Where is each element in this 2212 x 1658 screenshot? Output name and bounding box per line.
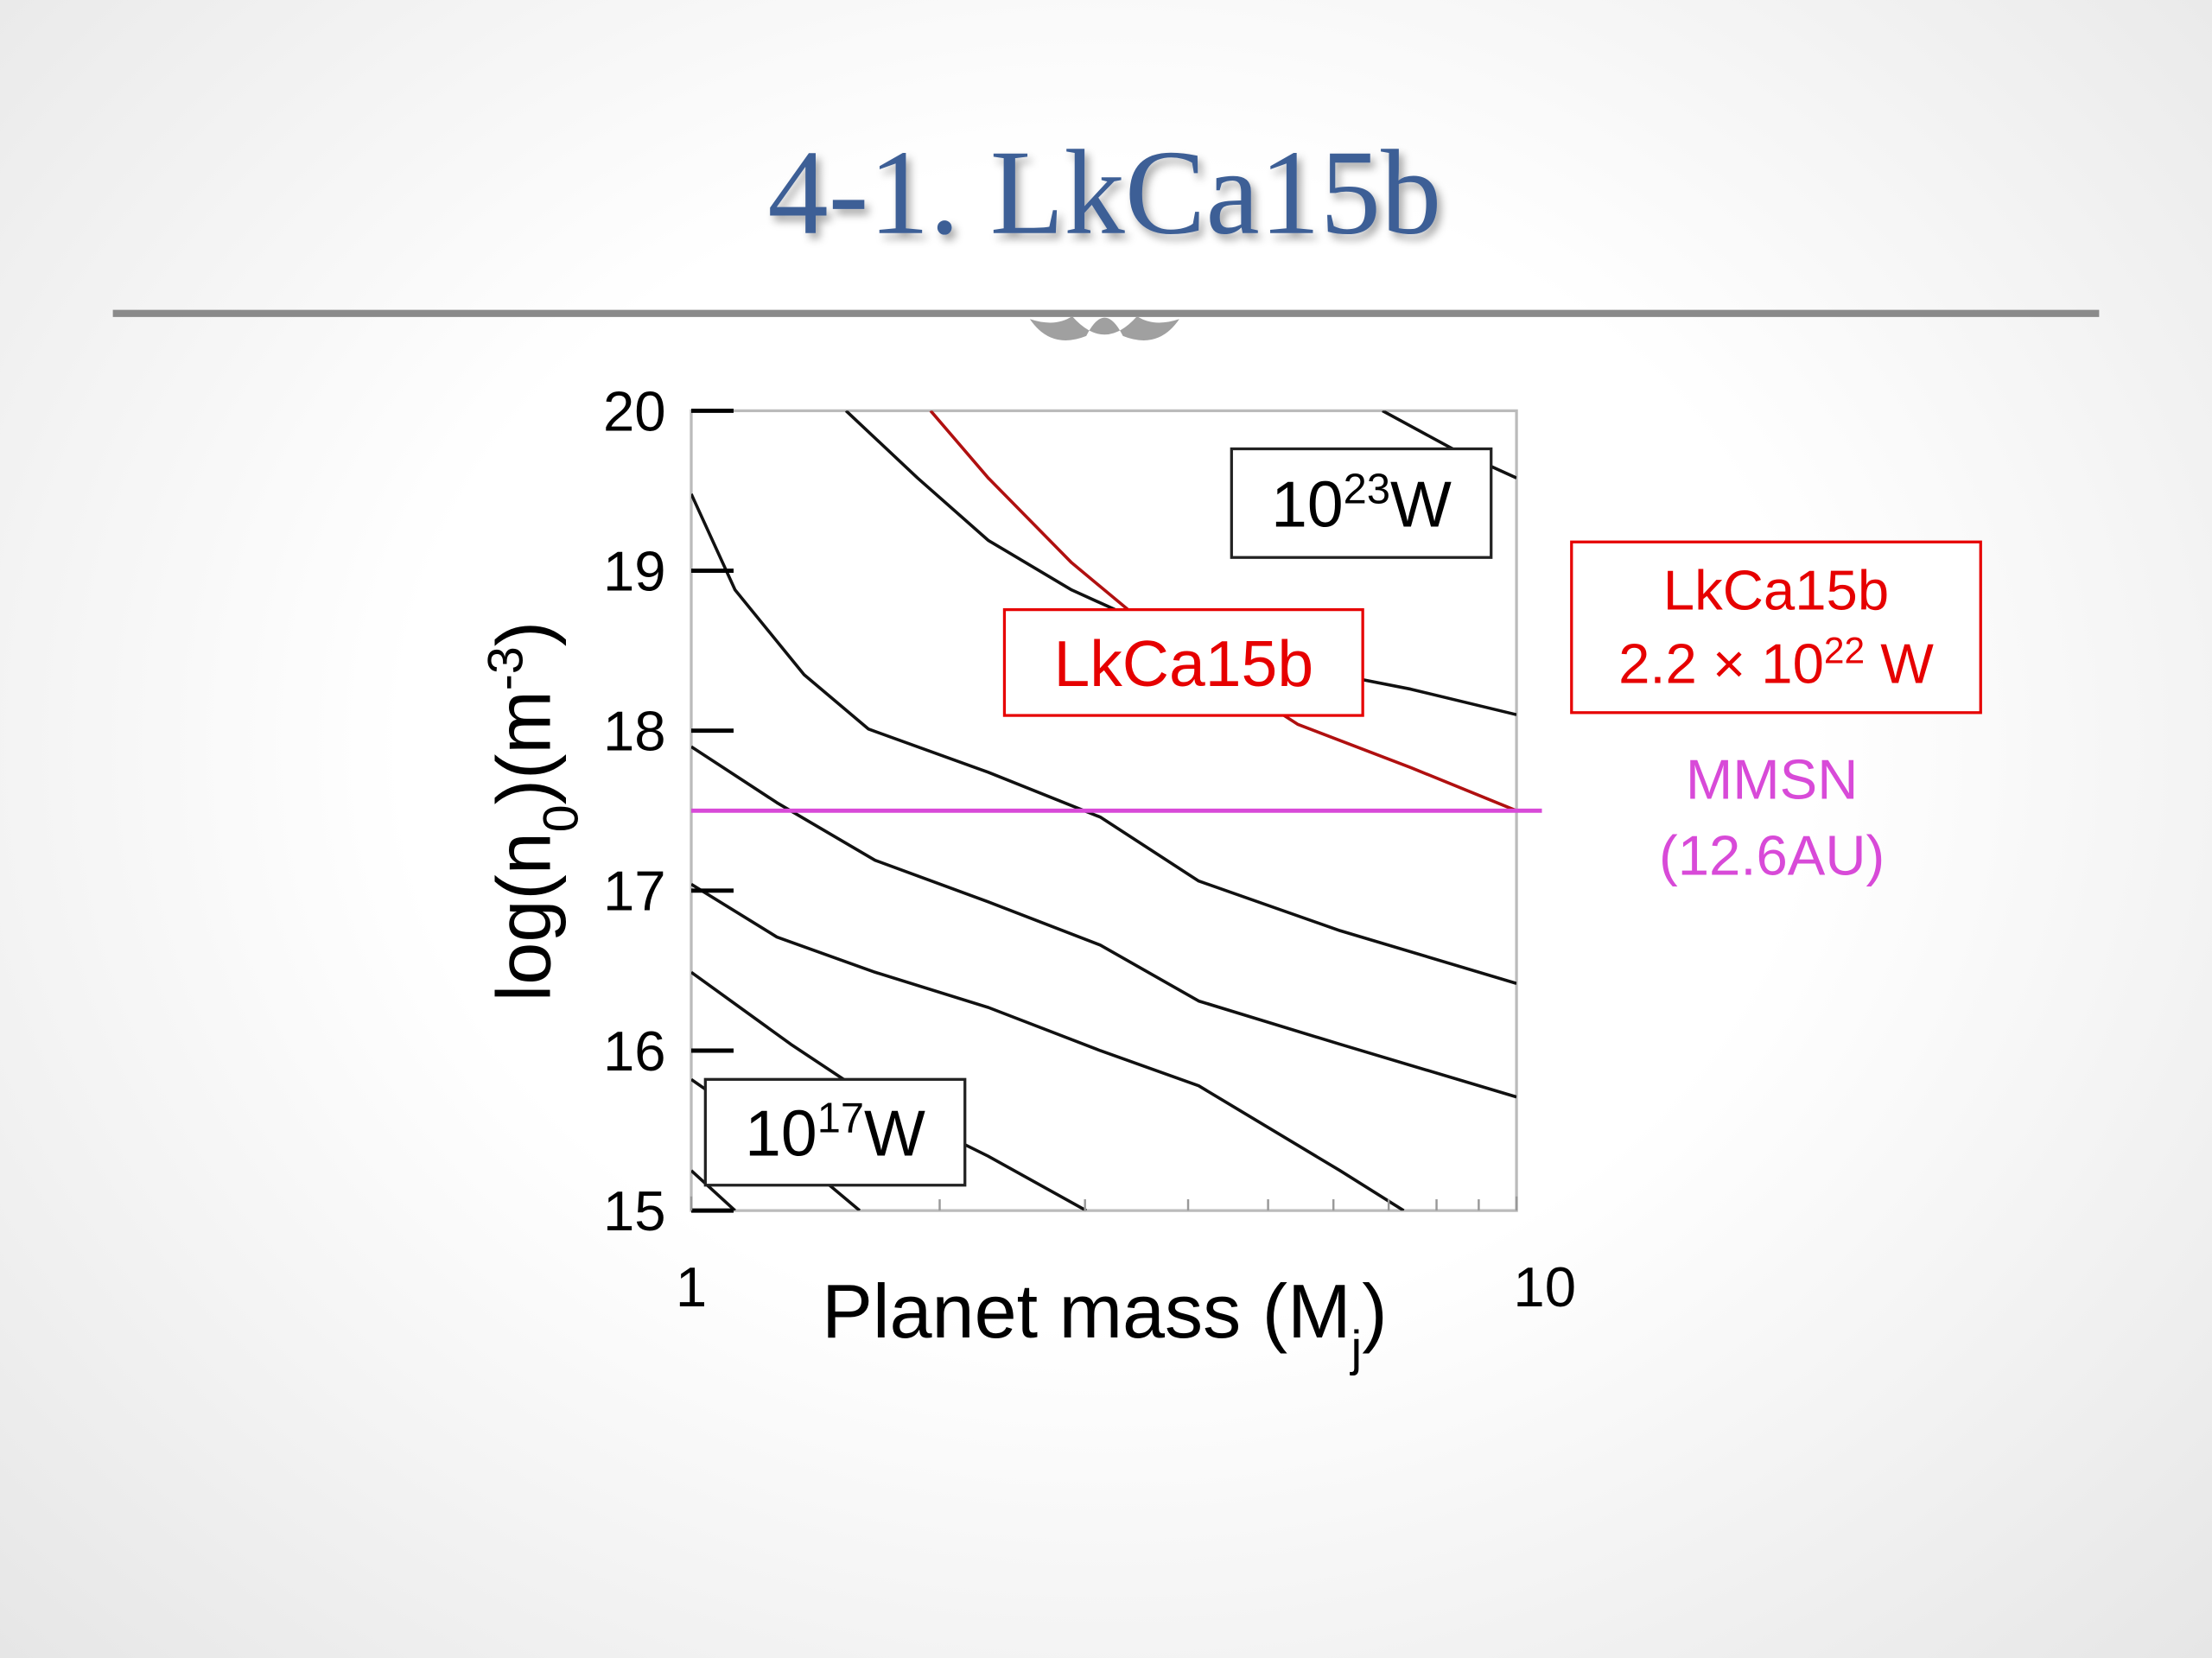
annotation-sup: 23 xyxy=(1344,466,1390,512)
annotation-part: W xyxy=(1390,467,1452,540)
y-label-part: log(n xyxy=(481,832,567,1001)
note-part: 2.2 × 10 xyxy=(1618,632,1824,696)
note-box xyxy=(1570,540,1982,715)
x-label-part: ) xyxy=(1362,1268,1387,1354)
x-label-part: Planet mass (M xyxy=(822,1268,1351,1354)
annotation: 1017W xyxy=(745,1095,925,1169)
axes: 15 16 17 18 19 20 1 10 xyxy=(603,379,1576,1318)
annotation-sup: 17 xyxy=(817,1095,864,1141)
note-part: W xyxy=(1865,632,1934,696)
contour-line xyxy=(691,1169,736,1211)
annotation: 1023W xyxy=(1271,466,1452,540)
x-axis-label: Planet mass (Mj) xyxy=(822,1268,1387,1376)
x-tick-label: 1 xyxy=(676,1255,707,1318)
x-tick-label: 10 xyxy=(1513,1255,1576,1318)
annotation-part: 10 xyxy=(1271,467,1344,540)
note-name: LkCa15b xyxy=(1663,559,1889,622)
note-power: 2.2 × 1022 W xyxy=(1618,630,1934,696)
annotation-box xyxy=(703,1077,967,1187)
y-tick-label: 17 xyxy=(603,860,666,923)
y-tick-label: 20 xyxy=(603,379,666,442)
contour-line xyxy=(691,882,1405,1211)
hline-label: MMSN xyxy=(1686,747,1858,810)
contour-line xyxy=(844,410,1517,716)
y-axis-label: log(n0)(m-3) xyxy=(479,621,589,1001)
y-label-sup: -3 xyxy=(479,646,534,690)
ornament xyxy=(1029,316,1179,340)
y-label-sub: 0 xyxy=(534,804,589,832)
slide-title: 4-1. LkCa15b xyxy=(767,126,1441,260)
note-sup: 22 xyxy=(1824,630,1865,670)
annotation: LkCa15b xyxy=(1053,627,1313,700)
y-tick-label: 16 xyxy=(603,1020,666,1083)
annotation-part: 10 xyxy=(745,1096,817,1169)
y-label-part: )(m xyxy=(481,690,567,804)
contour-line xyxy=(691,492,1517,985)
y-tick-label: 19 xyxy=(603,539,666,602)
annotation-box xyxy=(1230,447,1493,559)
y-tick-label: 15 xyxy=(603,1179,666,1242)
x-label-sub: j xyxy=(1350,1321,1363,1376)
annotation-box xyxy=(1002,607,1364,717)
hline-label: (12.6AU) xyxy=(1659,824,1885,887)
y-tick-label: 18 xyxy=(603,700,666,763)
y-label-part: ) xyxy=(481,621,567,646)
annotation-part: W xyxy=(864,1096,925,1169)
